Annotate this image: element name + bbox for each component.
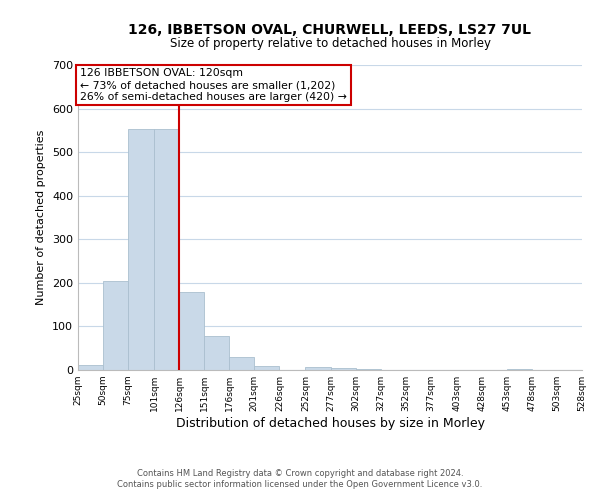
- Text: Contains HM Land Registry data © Crown copyright and database right 2024.: Contains HM Land Registry data © Crown c…: [137, 468, 463, 477]
- Y-axis label: Number of detached properties: Number of detached properties: [37, 130, 46, 305]
- Bar: [229, 357, 254, 370]
- Bar: [128, 129, 154, 370]
- Bar: [356, 368, 380, 370]
- Bar: [331, 368, 356, 370]
- Bar: [305, 366, 331, 370]
- Text: 126 IBBETSON OVAL: 120sqm
← 73% of detached houses are smaller (1,202)
26% of se: 126 IBBETSON OVAL: 120sqm ← 73% of detac…: [80, 68, 347, 102]
- Bar: [103, 280, 128, 370]
- Bar: [204, 336, 229, 370]
- Bar: [254, 366, 280, 370]
- Bar: [78, 365, 103, 370]
- Bar: [507, 368, 532, 370]
- Bar: [154, 129, 179, 370]
- Bar: [179, 292, 204, 370]
- Text: 126, IBBETSON OVAL, CHURWELL, LEEDS, LS27 7UL: 126, IBBETSON OVAL, CHURWELL, LEEDS, LS2…: [128, 22, 532, 36]
- Text: Contains public sector information licensed under the Open Government Licence v3: Contains public sector information licen…: [118, 480, 482, 489]
- X-axis label: Distribution of detached houses by size in Morley: Distribution of detached houses by size …: [176, 417, 485, 430]
- Text: Size of property relative to detached houses in Morley: Size of property relative to detached ho…: [170, 38, 491, 51]
